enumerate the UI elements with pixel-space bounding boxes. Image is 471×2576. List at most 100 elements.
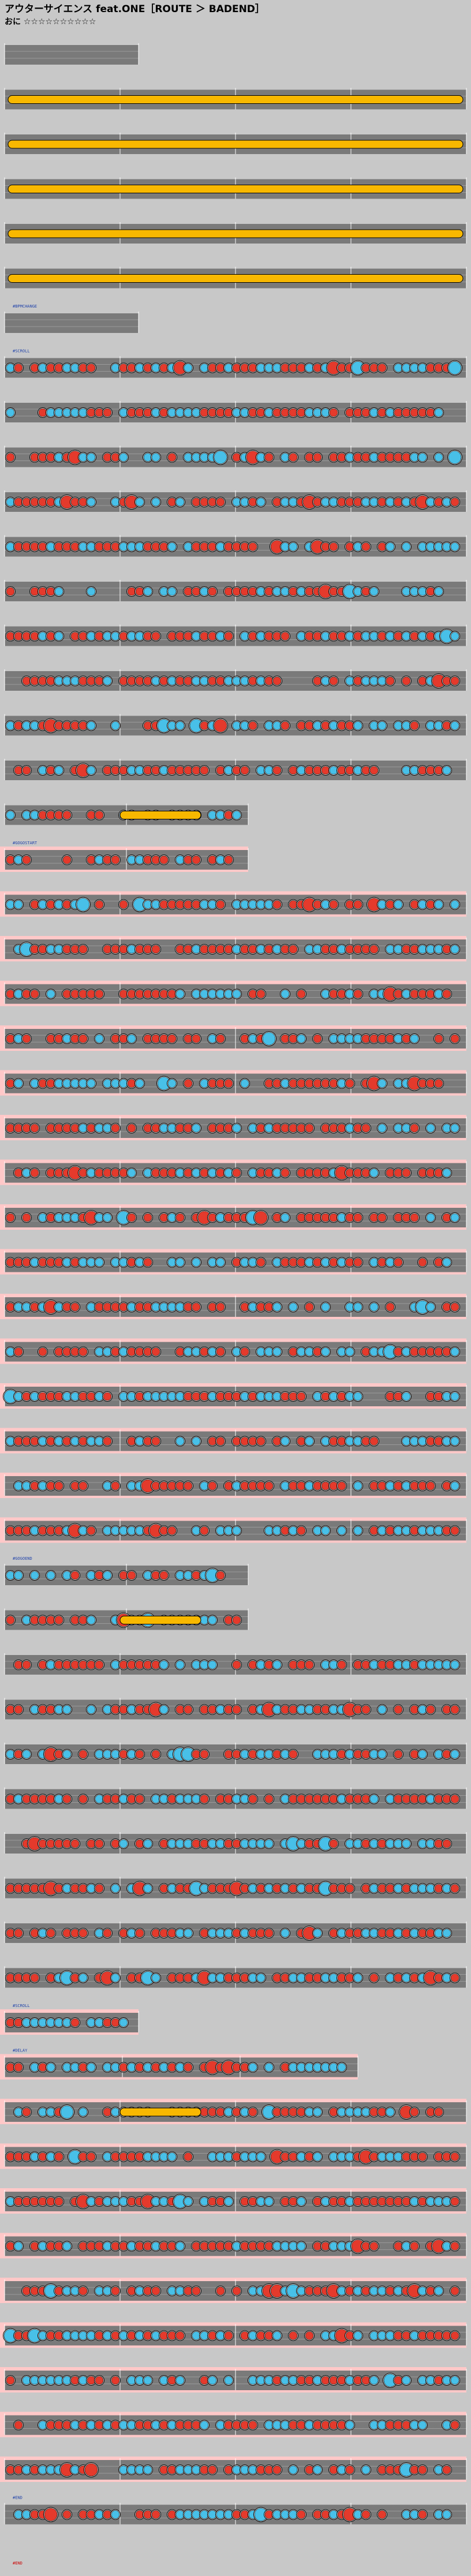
ka-note — [386, 945, 395, 954]
don-note — [119, 766, 128, 775]
ka-note — [410, 1884, 419, 1893]
ka-note — [208, 811, 217, 819]
ka-note — [208, 1034, 217, 1043]
ka-note — [369, 676, 379, 686]
ka-note — [159, 1302, 169, 1312]
don-note — [248, 632, 257, 641]
ka-note — [38, 2107, 47, 2117]
ka-note — [192, 1526, 201, 1535]
don-note — [151, 945, 160, 954]
don-note — [184, 1302, 193, 1312]
ka-note — [70, 364, 80, 372]
ka-note — [95, 1034, 104, 1043]
don-note — [184, 632, 193, 641]
don-note — [167, 2331, 177, 2340]
ka-note — [135, 2286, 144, 2296]
don-note — [22, 2197, 31, 2206]
ka-note — [313, 1526, 322, 1535]
don-note — [353, 1258, 362, 1267]
don-note — [224, 2242, 233, 2251]
don-note — [329, 2197, 338, 2206]
don-note — [216, 1437, 225, 1446]
don-note — [272, 2465, 282, 2474]
don-note — [192, 542, 201, 551]
don-note — [281, 1034, 290, 1043]
don-note — [369, 945, 379, 954]
don-note — [361, 945, 371, 954]
ka-note — [54, 2376, 63, 2385]
ka-note — [175, 1660, 185, 1669]
ka-note — [240, 408, 249, 417]
don-note — [192, 1392, 201, 1401]
ka-note — [305, 408, 314, 417]
don-note — [353, 945, 362, 954]
don-note — [167, 2465, 177, 2474]
ka-note — [394, 900, 403, 909]
ka-note — [103, 1213, 112, 1222]
ka-note — [14, 990, 23, 998]
don-note — [264, 1929, 274, 1938]
don-note — [450, 2242, 459, 2251]
ka-note — [305, 364, 314, 372]
ka-note — [208, 2510, 217, 2519]
don-note — [62, 2421, 72, 2429]
ka-note — [426, 2376, 435, 2385]
don-note — [167, 632, 177, 641]
ka-note — [402, 1526, 411, 1535]
don-note — [111, 1169, 120, 1177]
don-note — [62, 990, 72, 998]
ka-note — [62, 408, 72, 417]
ka-note — [208, 900, 217, 909]
ka-note — [62, 2376, 72, 2385]
ka-note — [127, 1481, 136, 1491]
ka-note — [135, 497, 144, 507]
don-note — [70, 1124, 80, 1133]
ka-note — [167, 408, 177, 417]
don-note — [14, 2331, 23, 2340]
section-marker: #DELAY — [13, 2049, 28, 2053]
don-note — [442, 1302, 451, 1312]
don-note — [143, 990, 152, 998]
don-note — [6, 1213, 15, 1222]
don-note — [70, 2376, 80, 2385]
don-note — [62, 1124, 72, 1133]
don-note — [353, 2376, 362, 2385]
don-note — [167, 2510, 177, 2519]
don-note — [305, 1169, 314, 1177]
don-note — [434, 1347, 443, 1356]
don-note — [46, 587, 55, 596]
don-note — [272, 766, 282, 775]
don-note — [119, 2152, 128, 2161]
note-lane — [5, 45, 139, 65]
don-note — [418, 1929, 427, 1938]
don-note — [232, 2063, 241, 2072]
don-note — [46, 1034, 55, 1043]
don-note — [289, 1392, 298, 1401]
ka-note — [175, 2286, 185, 2296]
ka-note — [103, 1750, 112, 1759]
don-note — [386, 1660, 395, 1669]
ka-note — [224, 2107, 233, 2117]
ka-note — [135, 1258, 144, 1267]
don-note — [248, 1750, 257, 1759]
don-note — [297, 1526, 306, 1535]
don-note — [103, 855, 112, 864]
drumroll-note — [8, 185, 463, 193]
ka-note — [208, 1616, 217, 1624]
ka-note — [175, 2465, 185, 2474]
ka-note — [272, 1392, 282, 1401]
don-note — [127, 1124, 136, 1133]
don-note — [305, 2152, 314, 2161]
ka-note — [345, 453, 354, 462]
ka-note — [297, 1839, 306, 1848]
ka-note — [264, 1750, 274, 1759]
don-note — [151, 632, 160, 641]
ka-note — [313, 408, 322, 417]
ka-note — [192, 2465, 201, 2474]
ka-note — [184, 453, 193, 462]
ka-note — [30, 1258, 39, 1267]
don-note — [200, 408, 209, 417]
don-note — [289, 2107, 298, 2117]
don-note — [184, 1705, 193, 1714]
ka-note — [345, 676, 354, 686]
